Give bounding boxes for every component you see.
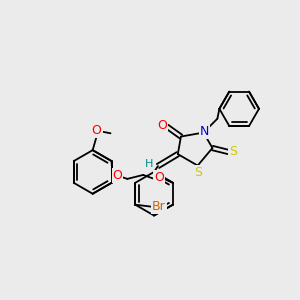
Text: Br: Br [152, 200, 166, 213]
Text: S: S [229, 146, 237, 158]
Text: S: S [194, 166, 202, 179]
Text: O: O [154, 171, 164, 184]
Text: H: H [145, 159, 153, 169]
Text: N: N [200, 125, 209, 138]
Text: O: O [157, 119, 167, 132]
Text: O: O [92, 124, 102, 137]
Text: O: O [112, 169, 122, 182]
